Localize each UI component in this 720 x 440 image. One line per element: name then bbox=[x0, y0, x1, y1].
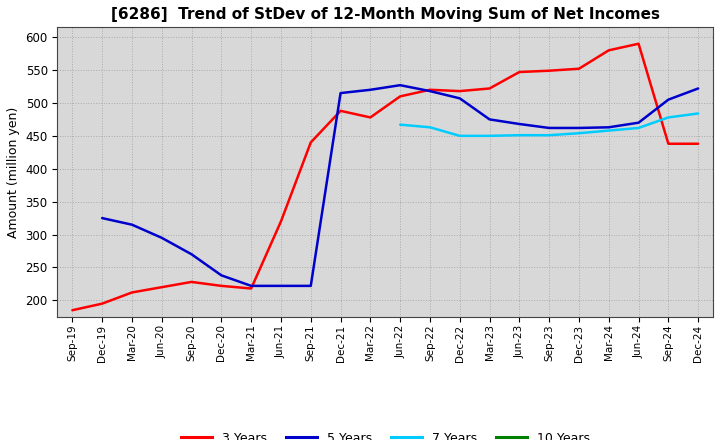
3 Years bbox=[68, 308, 77, 313]
7 Years bbox=[485, 133, 494, 139]
3 Years bbox=[158, 285, 166, 290]
7 Years bbox=[426, 125, 434, 130]
3 Years bbox=[307, 140, 315, 145]
7 Years bbox=[664, 115, 672, 120]
7 Years bbox=[396, 122, 405, 127]
5 Years bbox=[485, 117, 494, 122]
3 Years bbox=[187, 279, 196, 285]
5 Years bbox=[515, 121, 523, 127]
3 Years bbox=[217, 283, 225, 289]
5 Years bbox=[396, 83, 405, 88]
5 Years bbox=[426, 88, 434, 94]
3 Years bbox=[485, 86, 494, 91]
3 Years bbox=[634, 41, 643, 46]
5 Years bbox=[604, 125, 613, 130]
5 Years bbox=[98, 216, 107, 221]
Legend: 3 Years, 5 Years, 7 Years, 10 Years: 3 Years, 5 Years, 7 Years, 10 Years bbox=[176, 427, 595, 440]
5 Years bbox=[127, 222, 136, 227]
3 Years bbox=[604, 48, 613, 53]
5 Years bbox=[158, 235, 166, 241]
3 Years bbox=[366, 115, 374, 120]
5 Years bbox=[545, 125, 554, 131]
5 Years bbox=[366, 87, 374, 92]
5 Years bbox=[694, 86, 703, 91]
7 Years bbox=[545, 132, 554, 138]
7 Years bbox=[575, 131, 583, 136]
3 Years bbox=[426, 87, 434, 92]
3 Years bbox=[456, 88, 464, 94]
7 Years bbox=[604, 128, 613, 133]
3 Years bbox=[694, 141, 703, 147]
7 Years bbox=[694, 111, 703, 116]
Y-axis label: Amount (million yen): Amount (million yen) bbox=[7, 106, 20, 238]
5 Years bbox=[217, 273, 225, 278]
3 Years bbox=[515, 70, 523, 75]
3 Years bbox=[664, 141, 672, 147]
5 Years bbox=[664, 97, 672, 102]
7 Years bbox=[515, 132, 523, 138]
3 Years bbox=[276, 219, 285, 224]
5 Years bbox=[634, 120, 643, 125]
5 Years bbox=[336, 91, 345, 96]
5 Years bbox=[276, 283, 285, 289]
3 Years bbox=[247, 286, 256, 291]
7 Years bbox=[456, 133, 464, 139]
5 Years bbox=[456, 96, 464, 101]
5 Years bbox=[247, 283, 256, 289]
3 Years bbox=[575, 66, 583, 71]
5 Years bbox=[307, 283, 315, 289]
3 Years bbox=[545, 68, 554, 73]
Line: 7 Years: 7 Years bbox=[400, 114, 698, 136]
7 Years bbox=[634, 125, 643, 131]
Line: 5 Years: 5 Years bbox=[102, 85, 698, 286]
3 Years bbox=[98, 301, 107, 306]
3 Years bbox=[127, 290, 136, 295]
5 Years bbox=[187, 252, 196, 257]
Line: 3 Years: 3 Years bbox=[73, 44, 698, 310]
3 Years bbox=[336, 108, 345, 114]
Title: [6286]  Trend of StDev of 12-Month Moving Sum of Net Incomes: [6286] Trend of StDev of 12-Month Moving… bbox=[111, 7, 660, 22]
3 Years bbox=[396, 94, 405, 99]
5 Years bbox=[575, 125, 583, 131]
